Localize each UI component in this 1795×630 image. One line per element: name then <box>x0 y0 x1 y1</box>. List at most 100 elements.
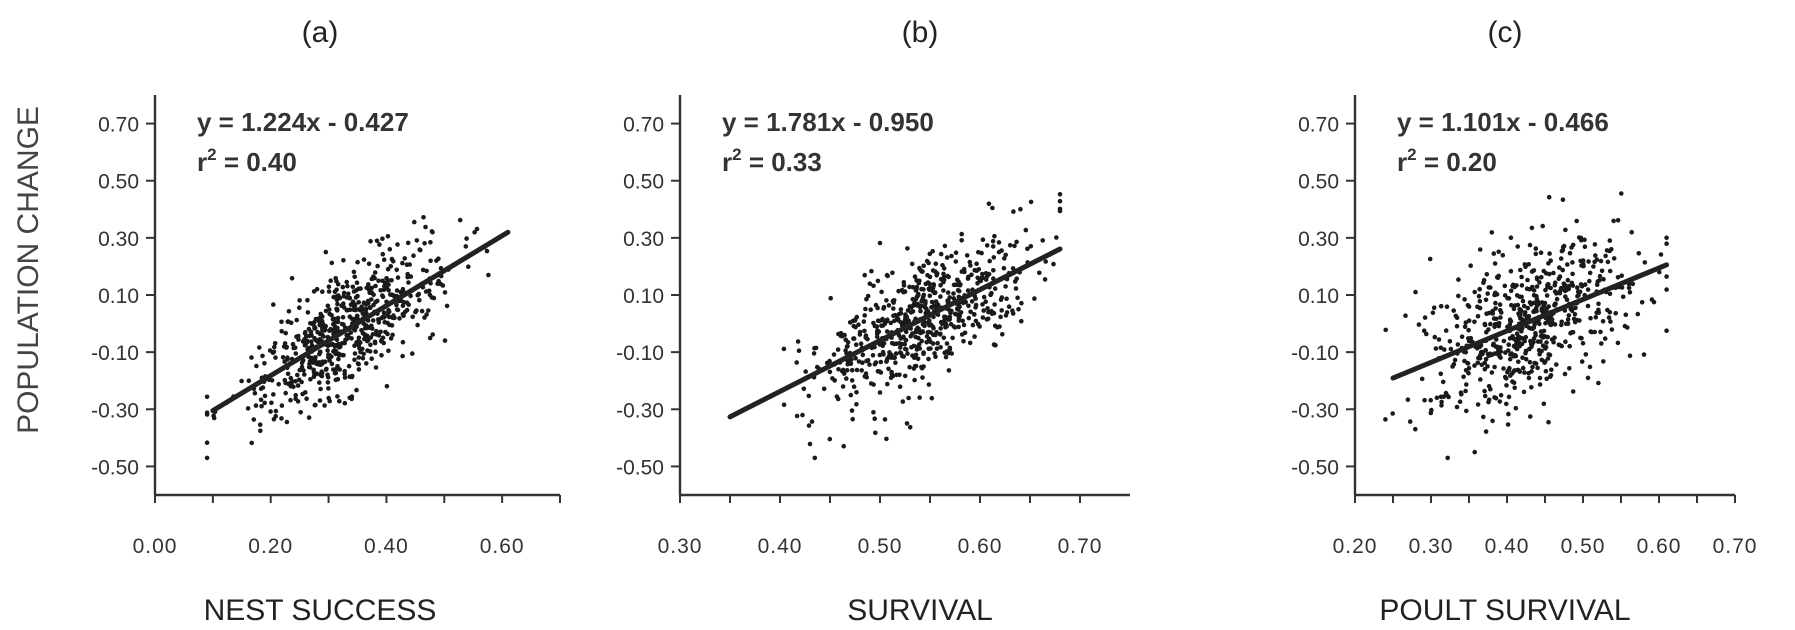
scatter-point <box>923 301 928 306</box>
scatter-point <box>329 361 335 367</box>
scatter-point <box>1012 279 1018 284</box>
scatter-point <box>312 336 317 341</box>
scatter-point <box>308 377 313 382</box>
scatter-point <box>856 322 861 328</box>
scatter-point <box>204 410 210 416</box>
scatter-point <box>284 345 289 350</box>
scatter-point <box>328 342 334 348</box>
scatter-point <box>1607 268 1613 274</box>
scatter-point <box>318 331 323 337</box>
scatter-point <box>1581 262 1586 267</box>
scatter-point <box>1506 342 1511 348</box>
scatter-point <box>1570 330 1576 335</box>
scatter-point <box>926 286 932 292</box>
scatter-point <box>1527 359 1533 365</box>
y-tick-label: -0.50 <box>616 456 664 479</box>
scatter-point <box>1042 277 1048 282</box>
scatter-point <box>951 291 956 296</box>
scatter-point <box>356 367 362 372</box>
scatter-point <box>386 288 391 293</box>
scatter-point <box>428 258 433 264</box>
scatter-point <box>972 267 977 273</box>
scatter-point <box>1472 449 1477 455</box>
scatter-point <box>1554 362 1559 367</box>
scatter-point <box>827 436 833 442</box>
scatter-point <box>1538 250 1544 255</box>
scatter-point <box>981 294 987 300</box>
scatter-point <box>1463 368 1469 373</box>
scatter-point <box>1416 322 1422 327</box>
scatter-point <box>373 349 378 355</box>
scatter-point <box>923 306 929 311</box>
scatter-point <box>1537 321 1542 327</box>
scatter-point <box>355 361 361 366</box>
scatter-point <box>899 287 905 293</box>
scatter-point <box>1609 247 1614 252</box>
scatter-point <box>474 226 480 232</box>
scatter-point <box>387 322 392 328</box>
scatter-point <box>1477 298 1483 304</box>
scatter-point <box>910 303 915 309</box>
scatter-point <box>463 244 469 249</box>
scatter-point <box>1025 246 1030 252</box>
scatter-point <box>388 264 394 269</box>
scatter-point <box>1475 402 1481 407</box>
scatter-point <box>361 307 367 312</box>
scatter-point <box>1533 330 1538 336</box>
scatter-point <box>354 313 360 319</box>
scatter-point <box>796 348 802 354</box>
scatter-point <box>1487 351 1493 357</box>
x-tick-label: 0.40 <box>364 535 409 558</box>
scatter-point <box>1567 250 1573 256</box>
scatter-point <box>1534 284 1540 289</box>
scatter-point <box>935 302 941 308</box>
x-axis-title: POULT SURVIVAL <box>1379 594 1630 627</box>
scatter-point <box>400 353 405 359</box>
scatter-point <box>421 215 426 220</box>
scatter-point <box>965 276 971 281</box>
scatter-point <box>926 329 932 335</box>
scatter-point <box>1591 264 1596 269</box>
scatter-point <box>394 302 399 308</box>
scatter-point <box>376 278 381 284</box>
scatter-point <box>1592 242 1598 247</box>
scatter-point <box>360 311 366 316</box>
scatter-point <box>1537 382 1543 387</box>
scatter-point <box>1547 251 1552 256</box>
scatter-point <box>258 397 264 403</box>
scatter-point <box>996 240 1002 245</box>
scatter-point <box>811 351 817 356</box>
y-tick-label: 0.70 <box>98 114 139 137</box>
scatter-point <box>1422 315 1428 320</box>
scatter-point <box>317 351 322 357</box>
scatter-point <box>1523 356 1529 362</box>
scatter-point <box>910 284 916 290</box>
scatter-point <box>926 346 932 352</box>
scatter-point <box>1466 304 1472 309</box>
scatter-point <box>1527 242 1533 248</box>
x-tick-label: 0.00 <box>133 535 178 558</box>
scatter-point <box>946 350 951 356</box>
scatter-point <box>1539 357 1545 363</box>
scatter-point <box>1570 389 1576 394</box>
regression-line <box>727 246 1063 420</box>
scatter-point <box>1520 355 1525 361</box>
scatter-point <box>1472 319 1477 325</box>
scatter-point <box>1462 358 1467 364</box>
scatter-point <box>388 292 394 298</box>
scatter-point <box>926 260 931 266</box>
scatter-points <box>204 215 491 461</box>
scatter-point <box>973 318 979 324</box>
scatter-point <box>312 402 318 408</box>
scatter-point <box>851 336 856 341</box>
scatter-point <box>984 317 990 322</box>
scatter-point <box>322 403 327 408</box>
scatter-point <box>328 278 334 284</box>
scatter-point <box>1586 259 1591 264</box>
scatter-point <box>881 306 886 311</box>
scatter-point <box>1485 364 1490 369</box>
scatter-point <box>914 295 920 300</box>
scatter-point <box>871 410 876 415</box>
scatter-point <box>363 302 369 307</box>
scatter-point <box>912 274 918 279</box>
